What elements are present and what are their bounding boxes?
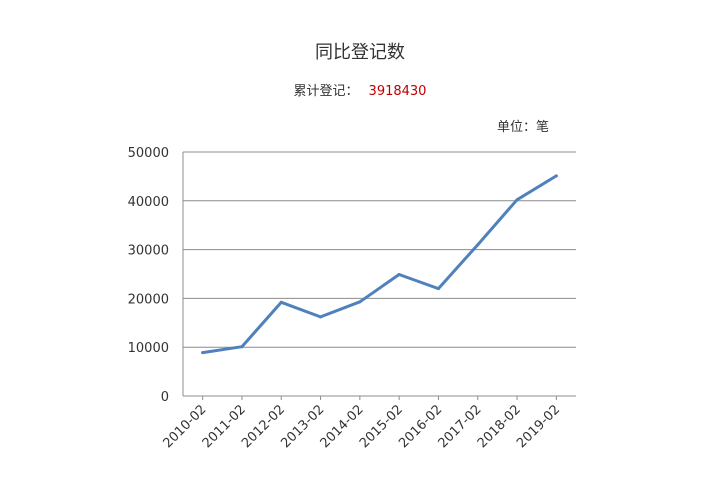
data-point xyxy=(515,198,519,202)
y-tick-label: 50000 xyxy=(128,146,169,161)
data-point xyxy=(436,287,440,291)
data-point xyxy=(476,243,480,247)
y-tick-label: 0 xyxy=(161,390,169,405)
data-point xyxy=(397,272,401,276)
total-registrations-value: 3918430 xyxy=(368,84,427,99)
y-tick-label: 30000 xyxy=(128,244,169,259)
y-tick-label: 10000 xyxy=(128,341,169,356)
data-point xyxy=(279,300,283,304)
data-point xyxy=(358,300,362,304)
y-tick-label: 20000 xyxy=(128,292,169,307)
series-line xyxy=(201,174,558,355)
y-tick-label: 40000 xyxy=(128,195,169,210)
data-point xyxy=(201,351,205,355)
data-point xyxy=(319,315,323,319)
chart-title: 同比登记数 xyxy=(315,42,405,63)
x-tick-label: 2019-02 xyxy=(514,402,563,451)
unit-label: 单位：笔 xyxy=(497,120,550,135)
data-point xyxy=(240,345,244,349)
data-point xyxy=(554,174,558,178)
chart-subtitle: 累计登记： 3918430 xyxy=(0,80,720,99)
total-registrations-label: 累计登记： xyxy=(293,84,359,99)
